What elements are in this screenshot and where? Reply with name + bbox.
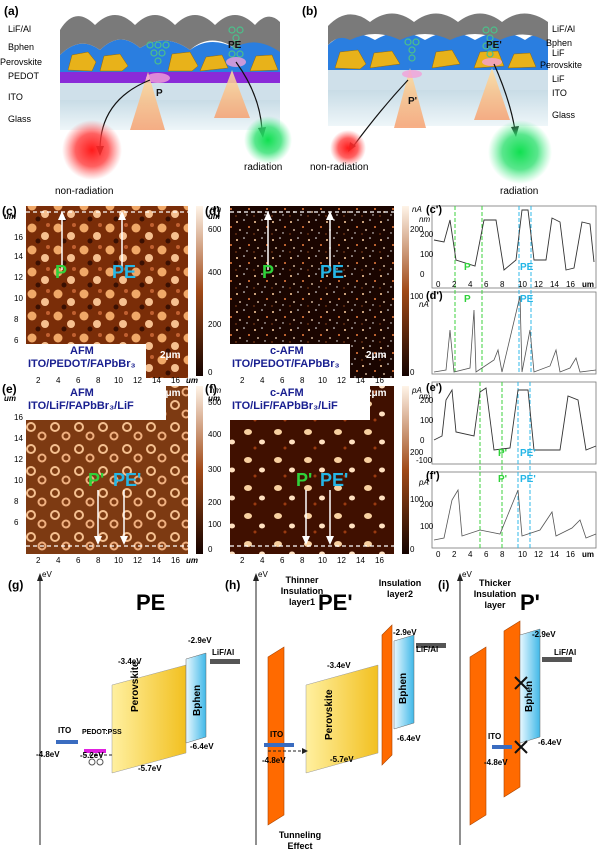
panel-i-title: P' bbox=[520, 590, 540, 615]
energy-diagrams bbox=[37, 573, 572, 845]
panel-h-title: PE' bbox=[318, 590, 353, 615]
lif-al-layer bbox=[60, 15, 280, 55]
panel-b-device: PE' P' bbox=[328, 13, 552, 184]
energy-i bbox=[469, 620, 572, 826]
tag-pe: PE bbox=[228, 40, 242, 51]
panel-e-label: (e) bbox=[2, 382, 17, 396]
panel-c-label: (c) bbox=[2, 204, 17, 218]
panel-f-label: (f) bbox=[205, 382, 217, 396]
svg-text:P': P' bbox=[408, 96, 417, 107]
panel-g-title: PE bbox=[136, 590, 166, 615]
panel-d-label: (d) bbox=[205, 204, 221, 218]
energy-h bbox=[264, 624, 446, 826]
panel-g-label: (g) bbox=[8, 578, 24, 592]
ito-layer bbox=[60, 83, 280, 100]
green-glow-icon bbox=[244, 116, 292, 164]
afm-maps bbox=[26, 205, 597, 554]
tag-p: P bbox=[156, 88, 163, 99]
pedot-layer bbox=[60, 72, 280, 83]
svg-text:PE': PE' bbox=[486, 40, 502, 51]
panel-h-label: (h) bbox=[225, 578, 241, 592]
panel-b-label: (b) bbox=[302, 4, 318, 18]
line-profiles bbox=[431, 205, 597, 549]
red-glow-icon bbox=[62, 120, 122, 180]
panel-a-device: PE P bbox=[60, 15, 292, 180]
device-schematics: PE P PE' P' bbox=[60, 13, 552, 184]
panel-i-label: (i) bbox=[438, 578, 450, 592]
panel-a-label: (a) bbox=[4, 4, 19, 18]
perovskite-grains bbox=[67, 51, 279, 72]
energy-g bbox=[56, 652, 240, 774]
